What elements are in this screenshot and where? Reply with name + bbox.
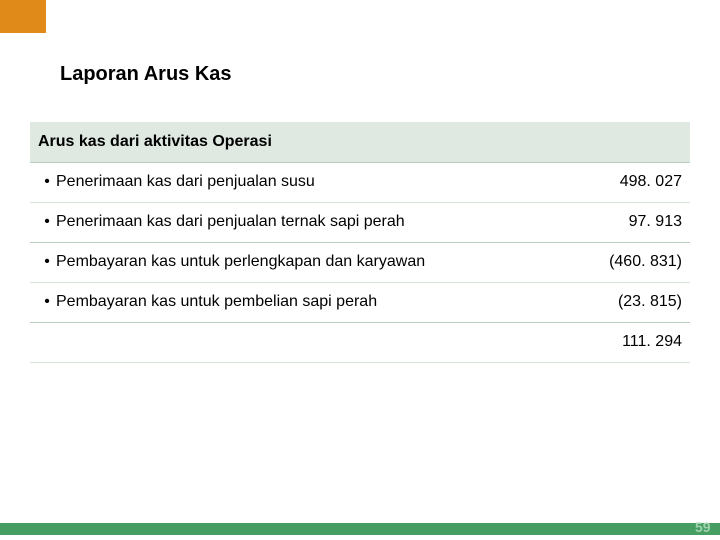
table-row: •Pembayaran kas untuk pembelian sapi per… (30, 282, 690, 322)
row-desc: Penerimaan kas dari penjualan susu (56, 173, 315, 190)
header-value-cell (560, 122, 690, 162)
row-desc-cell: •Penerimaan kas dari penjualan susu (30, 162, 560, 202)
row-desc: Penerimaan kas dari penjualan ternak sap… (56, 213, 405, 230)
row-desc-cell: •Pembayaran kas untuk perlengkapan dan k… (30, 242, 560, 282)
table-header-row: Arus kas dari aktivitas Operasi (30, 122, 690, 162)
bullet-icon: • (38, 173, 56, 191)
row-value: 498. 027 (560, 162, 690, 202)
row-desc-cell: •Penerimaan kas dari penjualan ternak sa… (30, 202, 560, 242)
table-total-row: 111. 294 (30, 322, 690, 362)
bullet-icon: • (38, 293, 56, 311)
section-header-cell: Arus kas dari aktivitas Operasi (30, 122, 560, 162)
row-value: (460. 831) (560, 242, 690, 282)
bullet-icon: • (38, 213, 56, 231)
row-desc: Pembayaran kas untuk pembelian sapi pera… (56, 293, 377, 310)
row-desc: Pembayaran kas untuk perlengkapan dan ka… (56, 253, 425, 270)
cashflow-table: Arus kas dari aktivitas Operasi •Penerim… (30, 122, 690, 363)
table-row: •Penerimaan kas dari penjualan susu 498.… (30, 162, 690, 202)
row-value: 97. 913 (560, 202, 690, 242)
page-title: Laporan Arus Kas (60, 63, 232, 86)
row-desc-cell: •Pembayaran kas untuk pembelian sapi per… (30, 282, 560, 322)
total-desc-cell (30, 322, 560, 362)
table-row: •Pembayaran kas untuk perlengkapan dan k… (30, 242, 690, 282)
bullet-icon: • (38, 253, 56, 271)
table-row: •Penerimaan kas dari penjualan ternak sa… (30, 202, 690, 242)
total-value: 111. 294 (560, 322, 690, 362)
footer-bar (0, 523, 720, 535)
accent-box (0, 0, 46, 33)
slide-page: { "layout": { "orange_box": { "w": 46, "… (0, 0, 720, 540)
page-number: 59 (695, 519, 711, 535)
row-value: (23. 815) (560, 282, 690, 322)
